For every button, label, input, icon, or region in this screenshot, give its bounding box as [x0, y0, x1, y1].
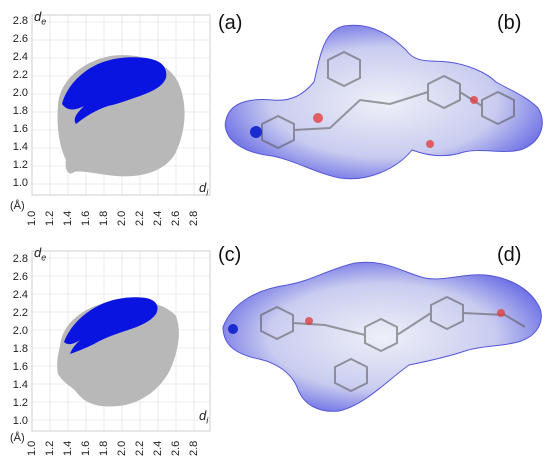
y-tick: 1.4 [12, 141, 28, 153]
blue-atom [228, 324, 238, 334]
surface-shape-d [222, 261, 542, 412]
y-tick: 2.2 [12, 307, 28, 319]
x-tick: 1.6 [80, 210, 92, 226]
x-tick: 1.4 [62, 440, 74, 456]
x-axis-label-a: di [199, 180, 209, 198]
y-tick: 2.4 [12, 289, 28, 301]
red-contact-spot [497, 309, 505, 317]
y-tick: 2.6 [12, 33, 28, 45]
y-tick: 1.8 [12, 105, 28, 117]
axis-labels-a: de di (Å) 2.8 2.6 2.4 2.2 2.0 1.8 1.6 1.… [0, 0, 215, 236]
hirshfeld-surface-b [224, 24, 543, 180]
x-tick: 2.6 [170, 440, 182, 456]
molecule-sketch-d [260, 295, 526, 393]
x-tick: 2.8 [188, 210, 200, 226]
x-tick: 1.8 [98, 210, 110, 226]
x-tick: 2.0 [116, 210, 128, 226]
y-tick: 2.0 [12, 325, 28, 337]
y-tick: 1.8 [12, 343, 28, 355]
panel-label-d: (d) [497, 244, 522, 266]
x-tick: 2.4 [152, 210, 164, 226]
y-axis-label-c: de [34, 245, 47, 263]
panel-label-c: (c) [218, 244, 242, 266]
blue-region-a [62, 57, 167, 124]
blue-atom [250, 126, 262, 138]
red-contact-spot [305, 317, 313, 325]
x-tick: 2.2 [134, 440, 146, 456]
y-tick: 2.4 [12, 51, 28, 63]
y-axis-label-a: de [34, 9, 47, 27]
unit-label-c: (Å) [10, 432, 25, 444]
y-tick: 1.0 [12, 177, 28, 189]
x-tick: 1.0 [26, 440, 38, 456]
blue-region-c [64, 297, 158, 354]
hirshfeld-surface-d [222, 261, 542, 412]
y-tick: 1.2 [12, 159, 28, 171]
red-contact-spot [313, 113, 323, 123]
unit-label-a: (Å) [10, 200, 25, 212]
y-tick: 1.6 [12, 123, 28, 135]
red-contact-spot [470, 96, 478, 104]
y-tick: 1.4 [12, 379, 28, 391]
surface-shape-b [224, 24, 543, 180]
y-tick: 1.0 [12, 415, 28, 427]
x-tick: 2.8 [188, 440, 200, 456]
y-tick: 2.8 [12, 253, 28, 265]
y-tick: 2.6 [12, 271, 28, 283]
x-tick: 2.4 [152, 440, 164, 456]
x-tick: 1.4 [62, 210, 74, 226]
fingerprint-plot-c [0, 236, 215, 461]
x-tick: 1.8 [98, 440, 110, 456]
y-tick: 2.0 [12, 87, 28, 99]
x-tick: 1.0 [26, 210, 38, 226]
fingerprint-plot-a [0, 0, 215, 225]
y-tick: 1.2 [12, 397, 28, 409]
x-axis-label-c: di [199, 408, 209, 426]
y-tick: 2.2 [12, 69, 28, 81]
plot-area-c [31, 250, 211, 432]
x-tick: 1.6 [80, 440, 92, 456]
panel-label-a: (a) [218, 12, 243, 34]
x-tick: 1.2 [44, 210, 56, 226]
x-tick: 1.2 [44, 440, 56, 456]
x-tick: 2.0 [116, 440, 128, 456]
molecule-sketch-b [261, 50, 515, 150]
y-tick: 2.8 [12, 15, 28, 27]
red-contact-spot [426, 140, 434, 148]
plot-area-a [31, 14, 211, 196]
panel-label-b: (b) [497, 12, 522, 34]
axis-labels-c: de di (Å) 2.8 2.6 2.4 2.2 2.0 1.8 1.6 1.… [0, 236, 215, 458]
y-tick: 1.6 [12, 361, 28, 373]
x-tick: 2.6 [170, 210, 182, 226]
x-tick: 2.2 [134, 210, 146, 226]
